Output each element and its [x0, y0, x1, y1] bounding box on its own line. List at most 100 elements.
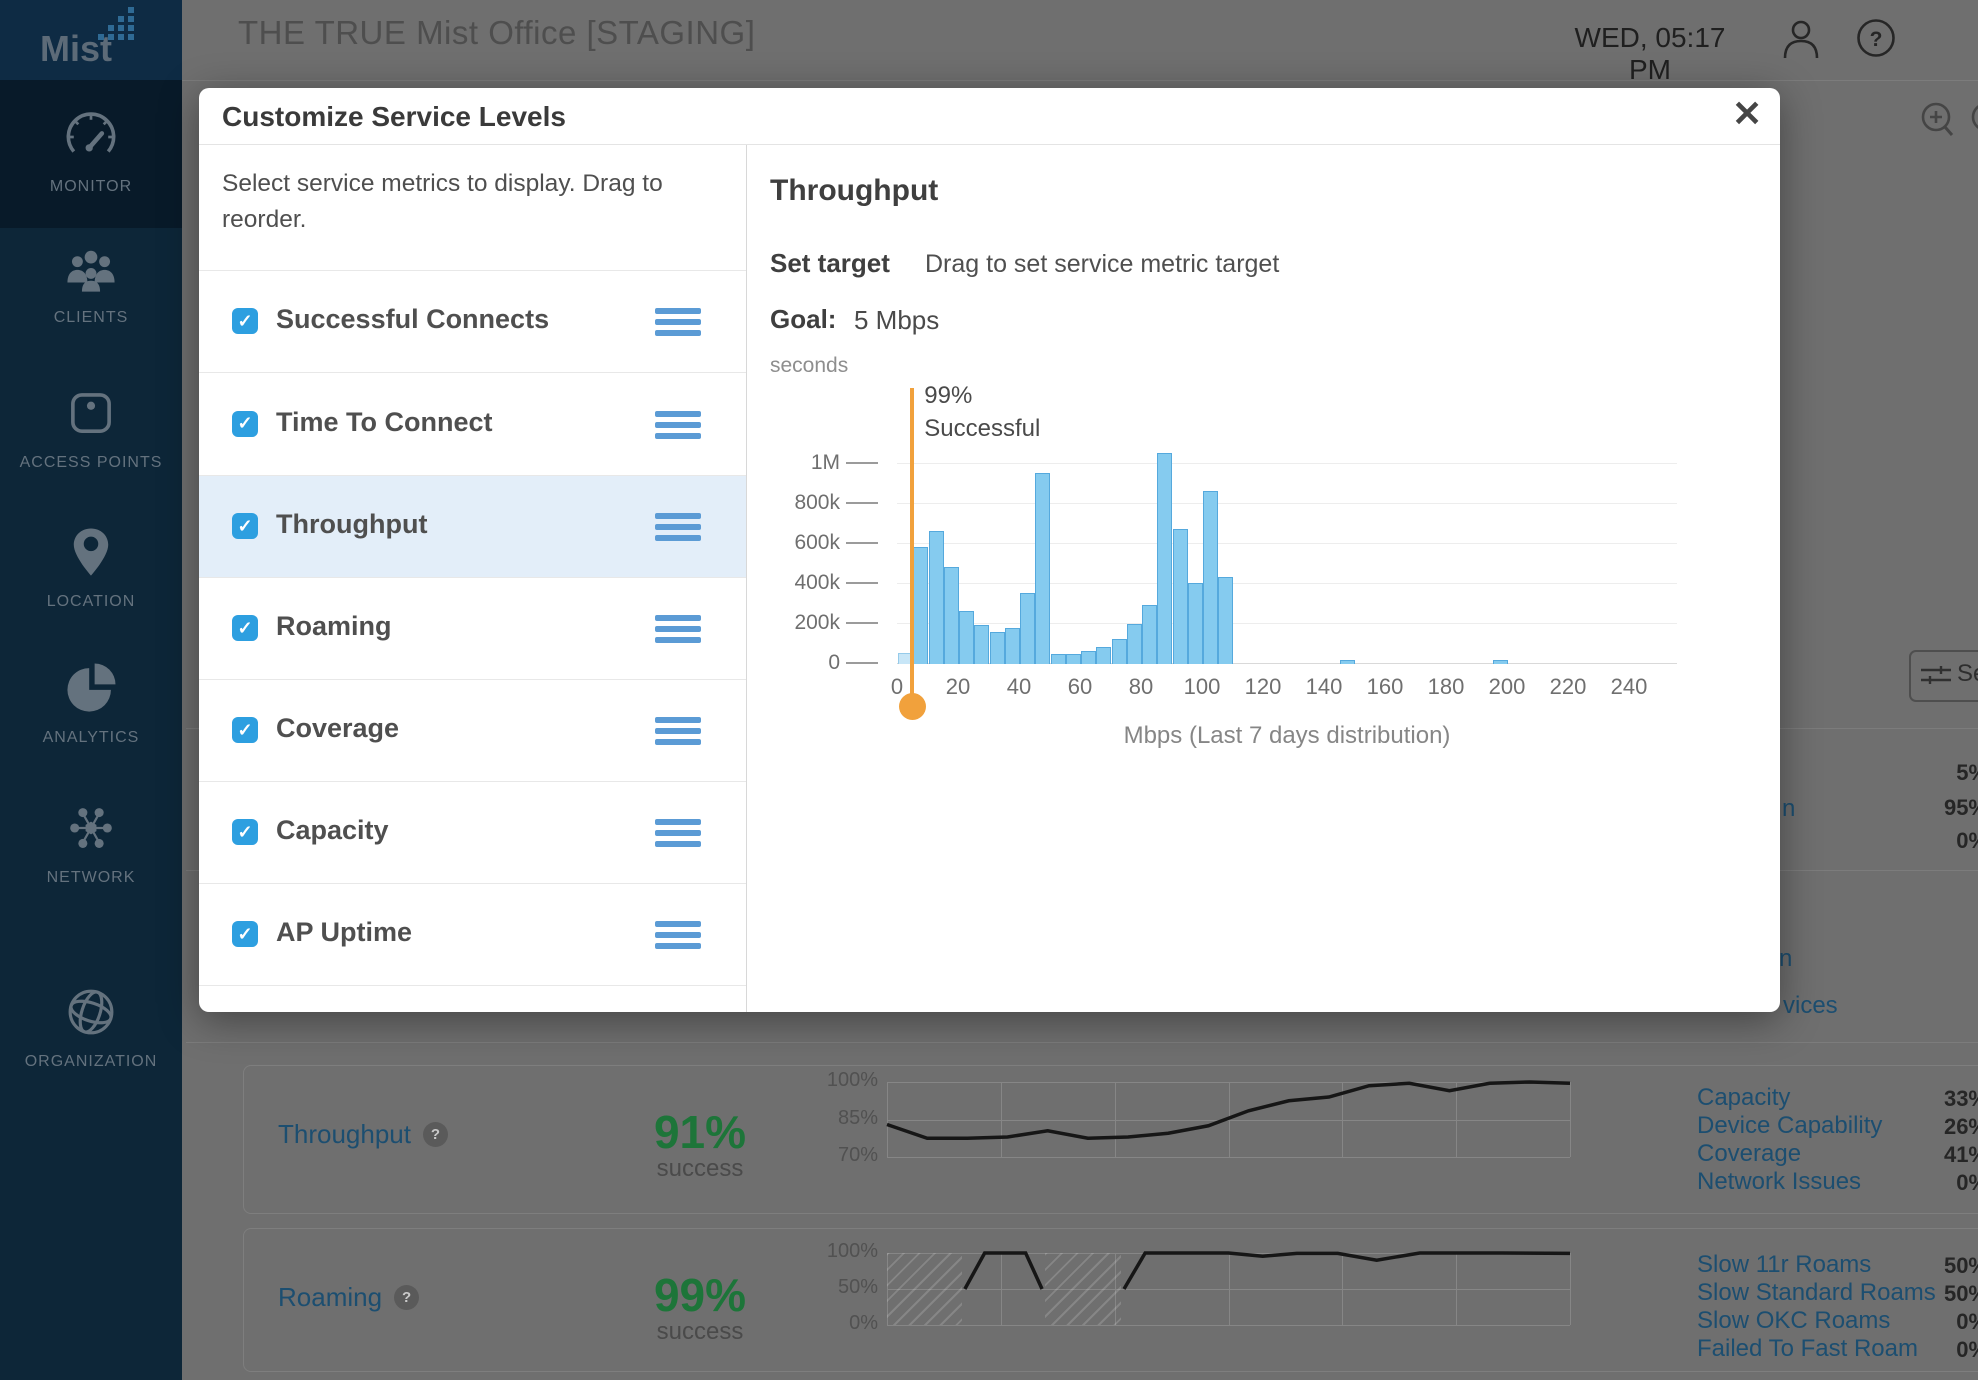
classifier-link[interactable]: Network Issues	[1697, 1168, 1862, 1195]
help-icon[interactable]: ?	[422, 1122, 448, 1147]
metric-label: Capacity	[276, 815, 389, 845]
sidebar-item-label: CLIENTS	[53, 309, 129, 326]
row-divider	[199, 883, 746, 884]
drag-handle-icon[interactable]	[655, 308, 701, 341]
metric-row-successful-connects[interactable]: ✓ Successful Connects	[199, 270, 746, 372]
modal-intro-text: Select service metrics to display. Drag …	[222, 170, 663, 233]
checkbox-checked[interactable]: ✓	[232, 410, 258, 437]
location-pin-icon	[0, 523, 182, 581]
histogram-bar	[1081, 651, 1096, 664]
row-divider	[199, 372, 746, 373]
classifier-value: 33%	[1943, 1086, 1978, 1111]
sidebar-item-label: ORGANIZATION	[24, 1053, 158, 1070]
classifier-link[interactable]: Slow Standard Roams	[1697, 1279, 1936, 1306]
page-title: THE TRUE Mist Office [STAGING]	[238, 14, 756, 51]
x-axis-label: 80	[1128, 674, 1154, 699]
service-level-card-roaming	[243, 1228, 1978, 1372]
row-divider	[199, 475, 746, 476]
checkbox-checked[interactable]: ✓	[232, 513, 258, 539]
goal-value: 5 Mbps	[854, 305, 940, 335]
sidebar-item-analytics[interactable]: ANALYTICS	[0, 645, 182, 785]
settings-button[interactable]: Se	[1909, 650, 1978, 702]
sidebar-item-access-points[interactable]: ACCESS POINTS	[0, 370, 182, 510]
classifier-link[interactable]: Coverage	[1697, 1140, 1802, 1167]
y-axis-label: 600k	[794, 531, 840, 554]
trend-gridline	[887, 1157, 1570, 1158]
checkbox-checked[interactable]: ✓	[232, 615, 258, 641]
histogram-bar	[1142, 605, 1157, 664]
trend-gridline	[887, 1082, 1570, 1083]
trend-gridline-v	[1229, 1253, 1230, 1325]
person-icon[interactable]	[1782, 18, 1820, 60]
trend-y-axis-label: 50%	[837, 1276, 878, 1298]
service-level-card-throughput	[243, 1065, 1978, 1214]
histogram-bar	[1157, 453, 1173, 664]
checkbox-checked[interactable]: ✓	[232, 717, 258, 743]
drag-handle-icon[interactable]	[655, 717, 701, 750]
metric-label: Successful Connects	[276, 304, 550, 334]
metric-row-roaming[interactable]: ✓ Roaming	[199, 577, 746, 679]
y-axis-tick	[846, 502, 878, 504]
network-icon	[0, 799, 182, 857]
target-line[interactable]	[910, 388, 915, 707]
help-icon[interactable]: ?	[394, 1285, 420, 1310]
chart-y-unit-label: seconds	[770, 354, 849, 377]
detail-title: Throughput	[770, 174, 939, 207]
sidebar-item-monitor[interactable]: MONITOR	[0, 80, 182, 228]
target-handle[interactable]	[898, 693, 926, 720]
x-axis-label: 120	[1244, 674, 1282, 699]
classifier-link[interactable]: Capacity	[1697, 1084, 1791, 1111]
classifier-link[interactable]: Slow 11r Roams	[1697, 1251, 1872, 1278]
checkbox-checked[interactable]: ✓	[232, 921, 258, 947]
drag-handle-icon[interactable]	[655, 410, 701, 444]
metric-label: Time To Connect	[276, 406, 493, 437]
metric-row-time-to-connect[interactable]: ✓ Time To Connect	[199, 372, 746, 475]
service-metric-label[interactable]: Throughput	[278, 1119, 411, 1149]
trend-sparkline	[963, 1251, 1571, 1290]
svg-text:?: ?	[1870, 28, 1883, 51]
globe-icon	[0, 983, 182, 1041]
bg-fragment-link[interactable]: n	[1782, 795, 1796, 822]
checkbox-checked[interactable]: ✓	[232, 819, 258, 845]
histogram-bar	[974, 625, 990, 664]
classifier-link[interactable]: Slow OKC Roams	[1697, 1307, 1891, 1334]
sidebar-item-network[interactable]: NETWORK	[0, 785, 182, 925]
histogram-bar	[989, 632, 1005, 664]
drag-handle-icon[interactable]	[655, 615, 701, 648]
drag-handle-icon[interactable]	[655, 819, 701, 852]
logo[interactable]: Mist	[0, 0, 182, 80]
classifier-value: 41%	[1943, 1142, 1978, 1167]
drag-handle-icon[interactable]	[655, 513, 701, 546]
set-target-hint: Drag to set service metric target	[925, 250, 1280, 278]
metric-row-throughput[interactable]: ✓ Throughput	[199, 475, 746, 577]
success-caption: success	[656, 1155, 744, 1182]
help-icon[interactable]: ?	[1856, 18, 1896, 58]
sliders-icon	[1921, 666, 1951, 684]
trend-gridline-v	[1342, 1253, 1343, 1325]
service-metric-link[interactable]: Throughput?	[278, 1119, 448, 1150]
sidebar-item-clients[interactable]: CLIENTS	[0, 225, 182, 365]
histogram-bar	[1035, 473, 1051, 664]
metric-row-capacity[interactable]: ✓ Capacity	[199, 781, 746, 883]
x-axis-label: 180	[1427, 674, 1465, 699]
bg-fragment-link[interactable]: n	[1779, 945, 1793, 972]
mist-logo-dots-icon	[98, 7, 134, 40]
logo-text: Mist	[40, 28, 112, 69]
classifier-link[interactable]: Failed To Fast Roam	[1697, 1335, 1918, 1362]
close-icon[interactable]: ✕	[1732, 93, 1763, 134]
classifier-link[interactable]: Device Capability	[1697, 1112, 1883, 1139]
sidebar-item-location[interactable]: LOCATION	[0, 509, 182, 649]
service-metric-link[interactable]: Roaming?	[278, 1282, 420, 1313]
checkbox-checked[interactable]: ✓	[232, 308, 258, 334]
trend-y-axis-label: 100%	[826, 1069, 878, 1091]
zoom-in-icon[interactable]	[1916, 100, 1978, 140]
service-metric-label[interactable]: Roaming	[278, 1282, 383, 1312]
bg-fragment-link[interactable]: vices	[1783, 992, 1838, 1019]
metric-row-ap-uptime[interactable]: ✓ AP Uptime	[199, 883, 746, 985]
metric-row-coverage[interactable]: ✓ Coverage	[199, 679, 746, 781]
sidebar-item-organization[interactable]: ORGANIZATION	[0, 969, 182, 1109]
success-value: 99%	[653, 1269, 747, 1321]
drag-handle-icon[interactable]	[655, 921, 701, 954]
histogram-bar	[1203, 491, 1218, 664]
target-label-line2: Successful	[924, 415, 1041, 442]
